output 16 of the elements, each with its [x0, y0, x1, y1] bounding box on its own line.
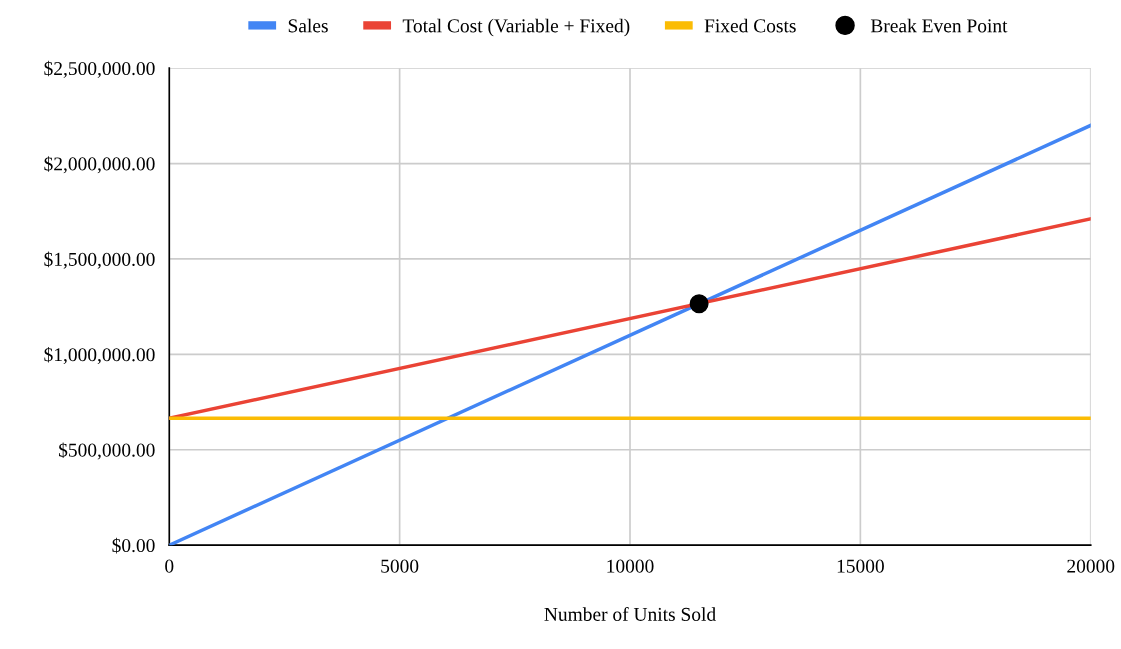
legend-label: Sales — [288, 18, 328, 33]
x-tick-label: 5000 — [381, 559, 419, 573]
x-tick-label: 15000 — [837, 559, 884, 573]
y-tick-label: $1,000,000.00 — [44, 347, 155, 365]
legend-label: Fixed Costs — [704, 18, 796, 33]
legend-label: Break Even Point — [870, 18, 1008, 33]
x-tick-label: 20000 — [1067, 559, 1115, 573]
y-tick-label: $1,500,000.00 — [44, 251, 155, 269]
x-tick-label: 0 — [165, 559, 174, 573]
x-axis-title: Number of Units Sold — [544, 607, 716, 621]
x-tick-label: 10000 — [607, 559, 654, 573]
y-tick-label: $2,500,000.00 — [44, 60, 155, 78]
y-tick-label: $2,000,000.00 — [44, 156, 155, 174]
legend-label: Total Cost (Variable + Fixed) — [402, 18, 630, 37]
y-tick-label: $0.00 — [112, 537, 155, 554]
y-tick-label: $500,000.00 — [59, 442, 155, 460]
